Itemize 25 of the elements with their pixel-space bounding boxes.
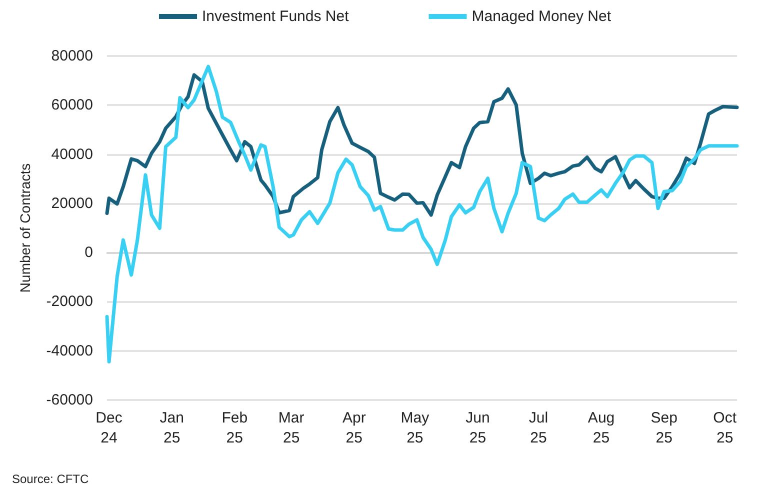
x-tick-label: Dec 24 bbox=[96, 410, 123, 446]
y-tick-label: 20000 bbox=[51, 194, 93, 212]
y-tick-label: 40000 bbox=[51, 146, 93, 163]
legend-label: Investment Funds Net bbox=[202, 8, 350, 25]
source-note: Source: CFTC bbox=[12, 472, 90, 486]
x-tick-label: Oct 25 bbox=[713, 410, 738, 446]
y-tick-label: 60000 bbox=[51, 96, 93, 114]
legend-label: Managed Money Net bbox=[472, 8, 612, 25]
x-tick-label: Jun 25 bbox=[466, 410, 490, 446]
x-tick-label: Sep 25 bbox=[650, 410, 678, 446]
x-tick-label: May 25 bbox=[400, 410, 430, 446]
x-tick-label: Aug 25 bbox=[588, 410, 615, 446]
y-tick-label: -20000 bbox=[46, 293, 93, 310]
y-tick-label: 80000 bbox=[51, 48, 93, 64]
y-axis-title: Number of Contracts bbox=[17, 163, 33, 293]
line-series bbox=[105, 64, 739, 364]
y-tick-label: -60000 bbox=[46, 392, 93, 408]
x-tick-label: Mar 25 bbox=[278, 410, 304, 446]
x-tick-label: Jul 25 bbox=[528, 410, 548, 446]
line-series bbox=[105, 73, 739, 217]
y-tick-label: -40000 bbox=[46, 342, 93, 360]
x-tick-label: Jan 25 bbox=[160, 410, 184, 446]
y-tick-label: 0 bbox=[84, 244, 93, 262]
x-tick-label: Apr 25 bbox=[342, 410, 366, 446]
x-tick-label: Feb 25 bbox=[222, 410, 248, 446]
